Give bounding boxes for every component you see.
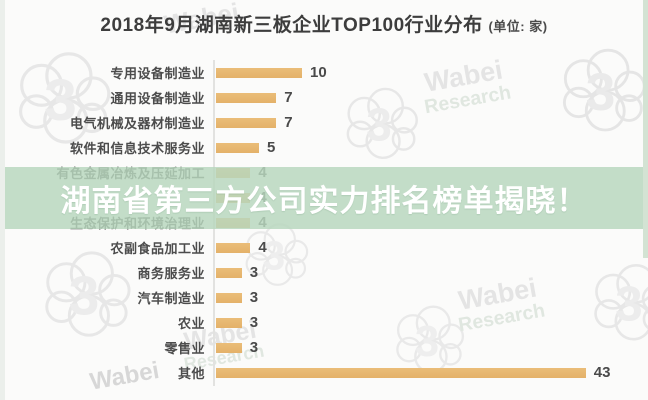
- value-bar: [216, 117, 277, 128]
- chart-row: 通用设备制造业 7: [0, 85, 648, 110]
- value-label: 3: [249, 314, 259, 331]
- value-bar: [216, 142, 259, 153]
- value-bar: [216, 292, 242, 303]
- category-label: 农业: [177, 316, 205, 331]
- value-label: 7: [284, 89, 293, 106]
- value-bar: [216, 242, 251, 253]
- value-label: 10: [310, 64, 327, 81]
- value-label: 3: [249, 264, 259, 281]
- chart-row: 零售业 3: [0, 335, 648, 360]
- chart-row: 商务服务业 3: [0, 260, 648, 285]
- chart-row: 其他 43: [0, 360, 648, 385]
- category-label: 其他: [177, 366, 205, 381]
- right-edge-artifact: [643, 0, 648, 258]
- chart-row: 软件和信息技术服务业 5: [0, 135, 648, 160]
- headline-text: 湖南省第三方公司实力排名榜单揭晓！: [60, 185, 588, 218]
- value-bar: [216, 317, 242, 328]
- category-label: 汽车制造业: [137, 291, 205, 306]
- value-label: 43: [593, 364, 611, 381]
- value-bar: [216, 92, 277, 103]
- value-label: 3: [249, 289, 259, 306]
- value-label: 4: [258, 239, 267, 256]
- value-label: 7: [284, 114, 293, 131]
- category-label: 农副食品加工业: [110, 241, 205, 256]
- value-bar: [216, 342, 242, 353]
- category-label: 商务服务业: [137, 266, 205, 281]
- chart-row: 汽车制造业 3: [0, 285, 648, 310]
- value-label: 5: [267, 139, 276, 156]
- value-bar: [216, 267, 242, 278]
- chart-row: 电气机械及器材制造业 7: [0, 110, 648, 135]
- category-label: 电气机械及器材制造业: [69, 116, 205, 131]
- chart-row: 专用设备制造业 10: [0, 60, 648, 85]
- chart-title-main: 2018年9月湖南新三板企业TOP100行业分布: [100, 15, 483, 36]
- chart-row: 农业 3: [0, 310, 648, 335]
- value-bar: [216, 367, 586, 378]
- category-label: 通用设备制造业: [110, 91, 205, 106]
- left-edge-artifact: [0, 0, 5, 400]
- value-label: 3: [249, 339, 259, 356]
- value-bar: [216, 67, 302, 78]
- chart-row: 农副食品加工业 4: [0, 235, 648, 260]
- chart-title: 2018年9月湖南新三板企业TOP100行业分布 (单位: 家): [0, 10, 648, 37]
- chart-title-unit: (单位: 家): [488, 19, 548, 34]
- category-label: 零售业: [164, 341, 205, 356]
- headline-banner: 湖南省第三方公司实力排名榜单揭晓！: [0, 167, 648, 229]
- category-label: 软件和信息技术服务业: [69, 141, 205, 156]
- category-label: 专用设备制造业: [110, 66, 205, 81]
